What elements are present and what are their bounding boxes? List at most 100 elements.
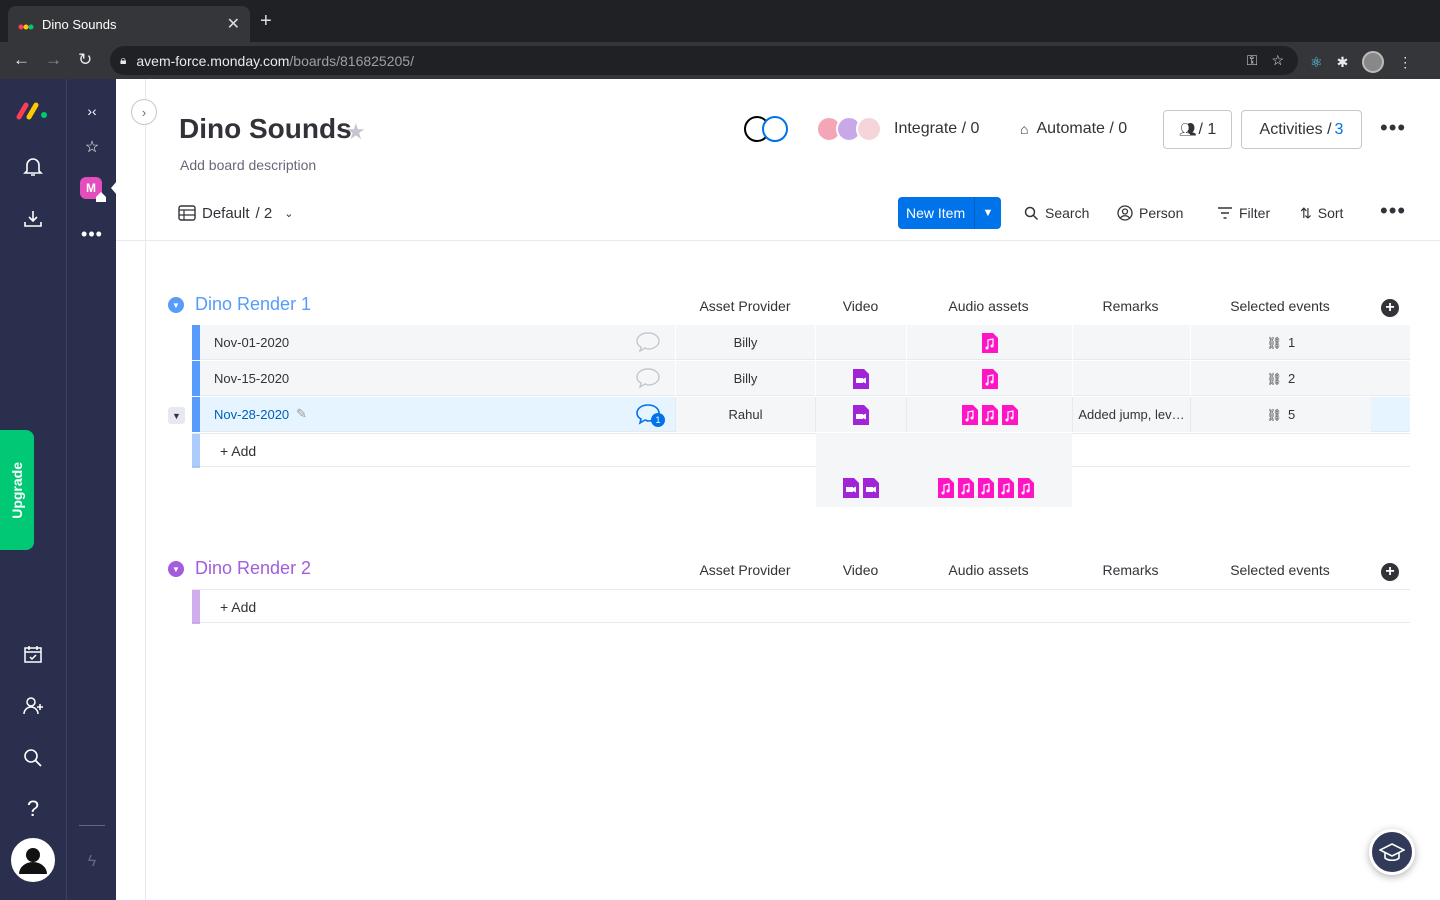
automate-button[interactable]: ⌂ Automate / 0	[1020, 110, 1127, 148]
group-collapse-icon[interactable]: ▼	[168, 561, 184, 577]
group-title[interactable]: Dino Render 1	[195, 294, 312, 314]
group-collapse-icon[interactable]: ▼	[168, 297, 184, 313]
asset-provider-cell[interactable]: Rahul	[675, 397, 815, 432]
column-header-video[interactable]: Video	[842, 298, 879, 314]
search-icon[interactable]	[21, 746, 45, 770]
audio-file-icon[interactable]	[981, 332, 998, 353]
workspace-badge[interactable]: M	[80, 177, 102, 199]
upgrade-button[interactable]: Upgrade	[0, 430, 34, 550]
inbox-download-icon[interactable]	[21, 207, 45, 231]
notifications-bell-icon[interactable]	[21, 155, 45, 179]
audio-assets-cell[interactable]	[906, 397, 1072, 432]
reload-icon[interactable]: ↻	[78, 50, 93, 69]
video-cell[interactable]	[815, 361, 906, 396]
search-button[interactable]: Search	[1024, 196, 1089, 230]
column-header-video[interactable]: Video	[842, 562, 879, 578]
react-extension-icon[interactable]: ⚛	[1310, 53, 1323, 70]
add-item-row[interactable]: + Add	[192, 433, 1410, 468]
updates-bubble-icon[interactable]	[636, 331, 660, 353]
table-row[interactable]: Nov-01-2020 Billy ⛓︎ 1	[192, 325, 1410, 360]
table-row[interactable]: Nov-28-2020 ✎ 1 Rahul Added jump, lev… ⛓…	[192, 397, 1410, 432]
board-title[interactable]: Dino Sounds	[179, 113, 352, 144]
new-item-button[interactable]: New Item ▼	[898, 197, 1001, 229]
audio-summary[interactable]	[936, 478, 1036, 498]
add-column-icon[interactable]: +	[1381, 299, 1399, 317]
remarks-cell[interactable]	[1072, 361, 1190, 396]
person-filter-button[interactable]: Person	[1117, 196, 1183, 230]
audio-assets-cell[interactable]	[906, 325, 1072, 360]
updates-bubble-icon[interactable]	[636, 367, 660, 389]
my-work-calendar-icon[interactable]	[21, 642, 45, 666]
filter-button[interactable]: Filter	[1217, 196, 1270, 230]
members-button[interactable]: 👥︎ / 1	[1163, 110, 1232, 149]
expand-sidebar-button[interactable]: ›	[131, 99, 157, 125]
sort-button[interactable]: ⇅ Sort	[1300, 196, 1343, 230]
item-name[interactable]: Nov-01-2020	[214, 335, 290, 350]
audio-assets-cell[interactable]	[906, 361, 1072, 396]
video-cell[interactable]	[815, 397, 906, 432]
group-title[interactable]: Dino Render 2	[195, 558, 312, 578]
column-header-audio-assets[interactable]: Audio assets	[948, 298, 1029, 314]
row-expand-icon[interactable]: ▼	[168, 407, 185, 424]
favorites-star-icon[interactable]: ☆	[84, 139, 100, 156]
edit-pencil-icon[interactable]: ✎	[296, 406, 307, 421]
invite-members-icon[interactable]	[21, 694, 45, 718]
extensions-puzzle-icon[interactable]: ✱	[1336, 53, 1349, 70]
selected-events-cell[interactable]: ⛓︎ 5	[1190, 397, 1371, 432]
selected-events-cell[interactable]: ⛓︎ 2	[1190, 361, 1371, 396]
help-icon[interactable]: ?	[26, 796, 40, 821]
user-avatar[interactable]	[11, 838, 55, 882]
item-name[interactable]: Nov-15-2020	[214, 371, 290, 386]
column-header-asset-provider[interactable]: Asset Provider	[699, 298, 791, 314]
audio-file-icon[interactable]	[981, 404, 998, 425]
forward-icon[interactable]: →	[45, 50, 62, 69]
column-header-asset-provider[interactable]: Asset Provider	[699, 562, 791, 578]
board-owners[interactable]	[744, 110, 788, 148]
back-icon[interactable]: ←	[13, 50, 30, 69]
remarks-cell[interactable]: Added jump, lev…	[1072, 397, 1190, 432]
new-tab-icon[interactable]: +	[260, 10, 272, 32]
board-menu-icon[interactable]: •••	[1380, 115, 1407, 140]
column-header-selected-events[interactable]: Selected events	[1230, 562, 1330, 578]
lightning-icon[interactable]: ϟ	[87, 853, 97, 870]
asset-provider-cell[interactable]: Billy	[675, 361, 815, 396]
selected-events-cell[interactable]: ⛓︎ 1	[1190, 325, 1371, 360]
integrate-button[interactable]: Integrate / 0	[816, 110, 979, 148]
toolbar-menu-icon[interactable]: •••	[1380, 198, 1407, 223]
more-dots-icon[interactable]: •••	[81, 223, 103, 244]
browser-tab[interactable]: Dino Sounds ✕	[8, 6, 250, 42]
audio-file-icon[interactable]	[961, 404, 978, 425]
column-header-audio-assets[interactable]: Audio assets	[948, 562, 1029, 578]
remarks-cell[interactable]	[1072, 325, 1190, 360]
add-column-icon[interactable]: +	[1381, 563, 1399, 581]
audio-file-icon[interactable]	[981, 368, 998, 389]
audio-file-icon[interactable]	[1001, 404, 1018, 425]
browser-menu-icon[interactable]: ⋮	[1398, 53, 1413, 70]
monday-logo-icon[interactable]	[16, 100, 50, 120]
new-item-dropdown-icon[interactable]: ▼	[974, 197, 1001, 229]
close-tab-icon[interactable]: ✕	[226, 16, 240, 33]
collapse-expand-icon[interactable]: ›‹	[87, 103, 97, 119]
profile-avatar[interactable]	[1362, 51, 1385, 73]
selected-events-value: 5	[1288, 407, 1296, 422]
video-summary[interactable]	[841, 478, 881, 498]
bookmark-star-icon[interactable]: ☆	[1271, 52, 1284, 68]
video-file-icon[interactable]	[853, 404, 869, 425]
learning-center-button[interactable]	[1369, 829, 1415, 875]
column-header-selected-events[interactable]: Selected events	[1230, 298, 1330, 314]
item-name[interactable]: Nov-28-2020	[214, 407, 290, 422]
url-field[interactable]: 🔒︎ avem-force.monday.com/boards/81682520…	[110, 46, 1298, 75]
view-selector[interactable]: Default / 2 ⌄	[178, 196, 293, 230]
updates-bubble-icon[interactable]	[636, 403, 660, 425]
video-file-icon[interactable]	[853, 368, 869, 389]
video-cell[interactable]	[815, 325, 906, 360]
activities-button[interactable]: Activities / 3	[1241, 110, 1362, 149]
table-row[interactable]: Nov-15-2020 Billy ⛓︎ 2	[192, 361, 1410, 396]
column-header-remarks[interactable]: Remarks	[1102, 562, 1159, 578]
add-item-row[interactable]: + Add	[192, 589, 1410, 624]
asset-provider-cell[interactable]: Billy	[675, 325, 815, 360]
board-description[interactable]: Add board description	[180, 157, 317, 173]
favorite-star-icon[interactable]: ★	[346, 119, 366, 144]
column-header-remarks[interactable]: Remarks	[1102, 298, 1159, 314]
key-icon[interactable]: ⚿	[1246, 52, 1258, 68]
